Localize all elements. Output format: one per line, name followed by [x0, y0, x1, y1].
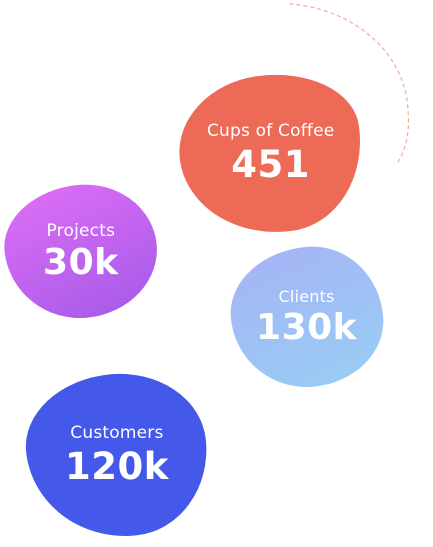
stat-card-clients: Clients 130k: [226, 241, 388, 393]
stat-label: Cups of Coffee: [207, 121, 335, 142]
stat-label: Customers: [70, 422, 164, 443]
stat-card-customers: Customers 120k: [18, 365, 216, 546]
stat-value: 130k: [256, 306, 358, 348]
stat-label: Projects: [46, 220, 116, 241]
stat-card-projects: Projects 30k: [0, 177, 164, 326]
stat-label: Clients: [278, 286, 336, 306]
stat-value: 30k: [43, 241, 119, 283]
stat-card-cups-of-coffee: Cups of Coffee 451: [169, 63, 373, 245]
stat-value: 120k: [65, 445, 169, 489]
stat-value: 451: [231, 143, 311, 187]
